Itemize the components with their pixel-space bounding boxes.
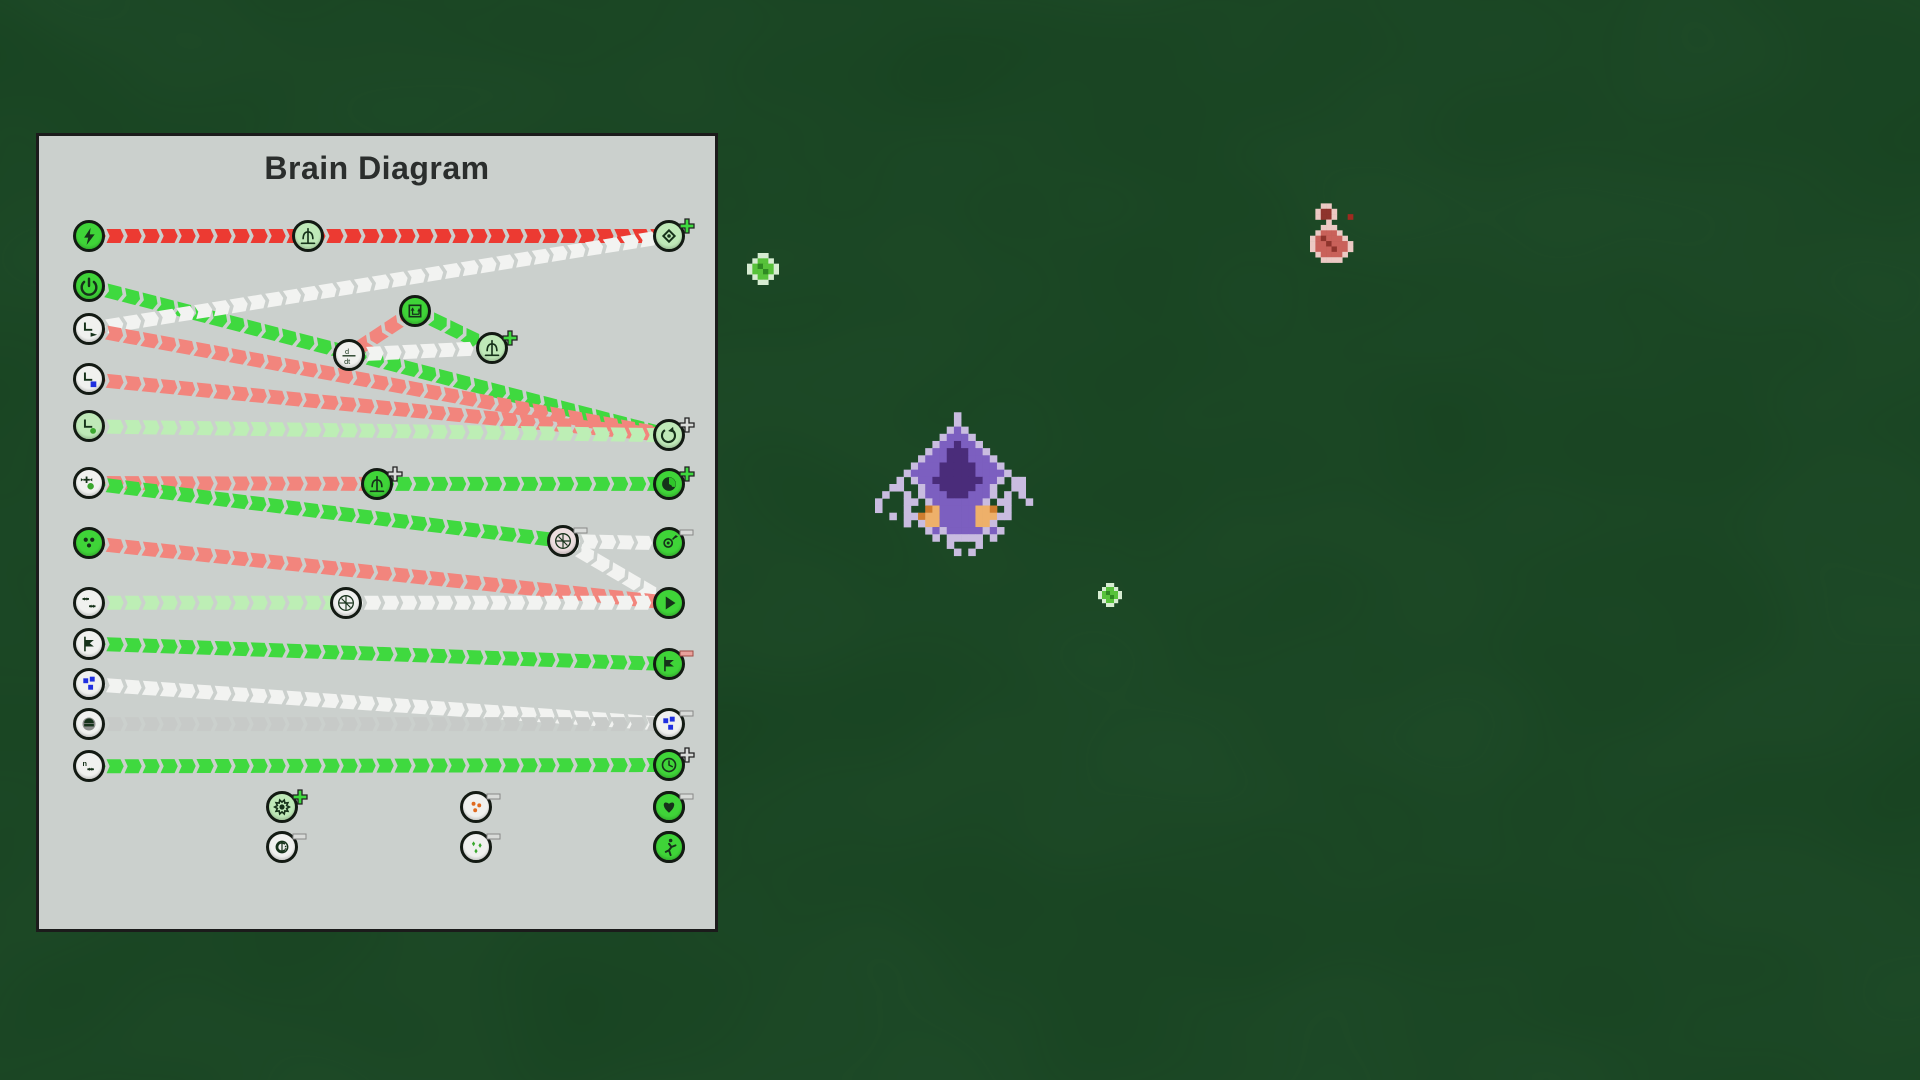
- svg-text:n: n: [82, 759, 86, 768]
- svg-text:dt: dt: [344, 357, 350, 366]
- svg-text:d: d: [344, 347, 348, 356]
